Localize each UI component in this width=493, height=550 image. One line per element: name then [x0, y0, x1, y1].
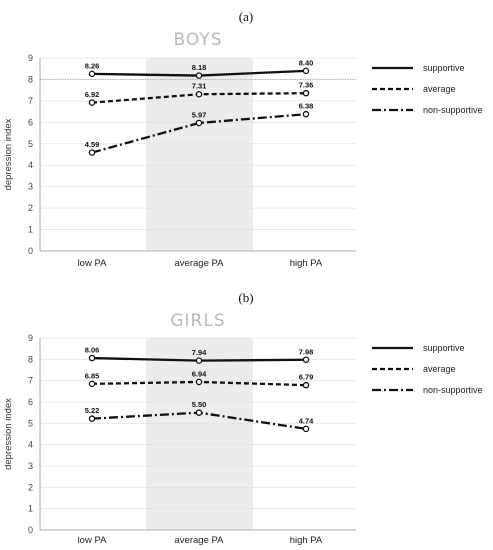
data-label: 6.92 — [85, 90, 100, 99]
data-point — [302, 89, 310, 97]
data-point — [88, 380, 96, 388]
data-point — [195, 72, 203, 79]
chart-title: GIRLS — [170, 311, 225, 331]
panel-label: (a) — [239, 9, 253, 24]
y-tick-label: 6 — [28, 397, 33, 407]
legend-label-average: average — [423, 84, 456, 94]
data-point — [302, 425, 310, 433]
data-point — [302, 67, 310, 75]
legend-label-non-supportive: non-supportive — [423, 385, 483, 395]
data-label: 6.94 — [192, 369, 207, 378]
y-tick-label: 8 — [28, 74, 33, 84]
y-tick-label: 7 — [28, 376, 33, 386]
y-tick-label: 8 — [28, 354, 33, 364]
chart-title: BOYS — [174, 30, 223, 50]
y-tick-label: 2 — [28, 482, 33, 492]
data-point — [195, 357, 203, 364]
data-point — [195, 409, 203, 416]
data-label: 5.50 — [192, 400, 207, 409]
y-tick-label: 3 — [28, 461, 33, 471]
highlight-band — [146, 338, 253, 530]
data-label: 8.40 — [299, 58, 314, 67]
data-label: 7.98 — [299, 347, 314, 356]
legend-label-average: average — [423, 364, 456, 374]
data-label: 5.22 — [85, 406, 100, 415]
data-point — [195, 119, 203, 127]
data-label: 6.79 — [299, 373, 314, 382]
data-label: 5.97 — [192, 110, 207, 119]
y-tick-label: 3 — [28, 182, 33, 192]
x-category-label: high PA — [290, 535, 323, 546]
data-label: 8.18 — [192, 63, 207, 72]
y-tick-label: 7 — [28, 96, 33, 106]
data-point — [302, 356, 310, 364]
y-tick-label: 5 — [28, 139, 33, 149]
data-label: 6.38 — [299, 102, 314, 111]
legend-label-supportive: supportive — [423, 343, 465, 353]
y-tick-label: 5 — [28, 418, 33, 428]
y-tick-label: 9 — [28, 333, 33, 343]
data-label: 8.06 — [85, 346, 100, 355]
data-label: 6.85 — [85, 371, 100, 380]
data-label: 7.31 — [192, 82, 207, 91]
y-tick-label: 2 — [28, 203, 33, 213]
data-point — [88, 354, 96, 362]
data-point — [302, 381, 310, 389]
y-tick-label: 4 — [28, 160, 33, 170]
y-axis-label: depression index — [3, 398, 14, 470]
data-point — [302, 110, 310, 118]
x-category-label: low PA — [78, 258, 108, 269]
chart-panel-a: (a) BOYS 0 1 2 3 4 5 6 7 8 9 depression index low PA a… — [3, 9, 483, 269]
y-tick-label: 0 — [28, 525, 33, 535]
y-tick-label: 6 — [28, 117, 33, 127]
y-tick-label: 1 — [28, 225, 33, 235]
data-label: 7.94 — [192, 348, 207, 357]
x-category-label: low PA — [78, 535, 108, 546]
data-point — [88, 99, 96, 106]
data-point — [88, 70, 96, 78]
data-label: 8.26 — [85, 61, 100, 70]
y-tick-label: 4 — [28, 440, 33, 450]
data-label: 4.74 — [299, 416, 314, 425]
chart-panel-b: (b) GIRLS 0 1 2 3 4 5 6 7 8 9 depression index low PA… — [3, 290, 483, 546]
panel-label: (b) — [238, 290, 253, 305]
data-label: 4.59 — [85, 140, 100, 149]
data-point — [88, 415, 96, 422]
highlight-band — [146, 58, 253, 251]
data-label: 7.36 — [299, 81, 314, 90]
data-point — [195, 90, 203, 98]
x-category-label: average PA — [175, 258, 225, 269]
y-axis-label: depression index — [3, 118, 14, 190]
data-point — [195, 378, 203, 386]
y-tick-label: 9 — [28, 53, 33, 63]
x-category-label: average PA — [175, 535, 225, 546]
y-tick-label: 0 — [28, 246, 33, 256]
y-tick-label: 1 — [28, 504, 33, 514]
legend-label-non-supportive: non-supportive — [423, 105, 483, 115]
data-point — [88, 149, 96, 156]
legend-label-supportive: supportive — [423, 63, 465, 73]
x-category-label: high PA — [290, 258, 323, 269]
series-line-non-supportive — [91, 113, 307, 154]
